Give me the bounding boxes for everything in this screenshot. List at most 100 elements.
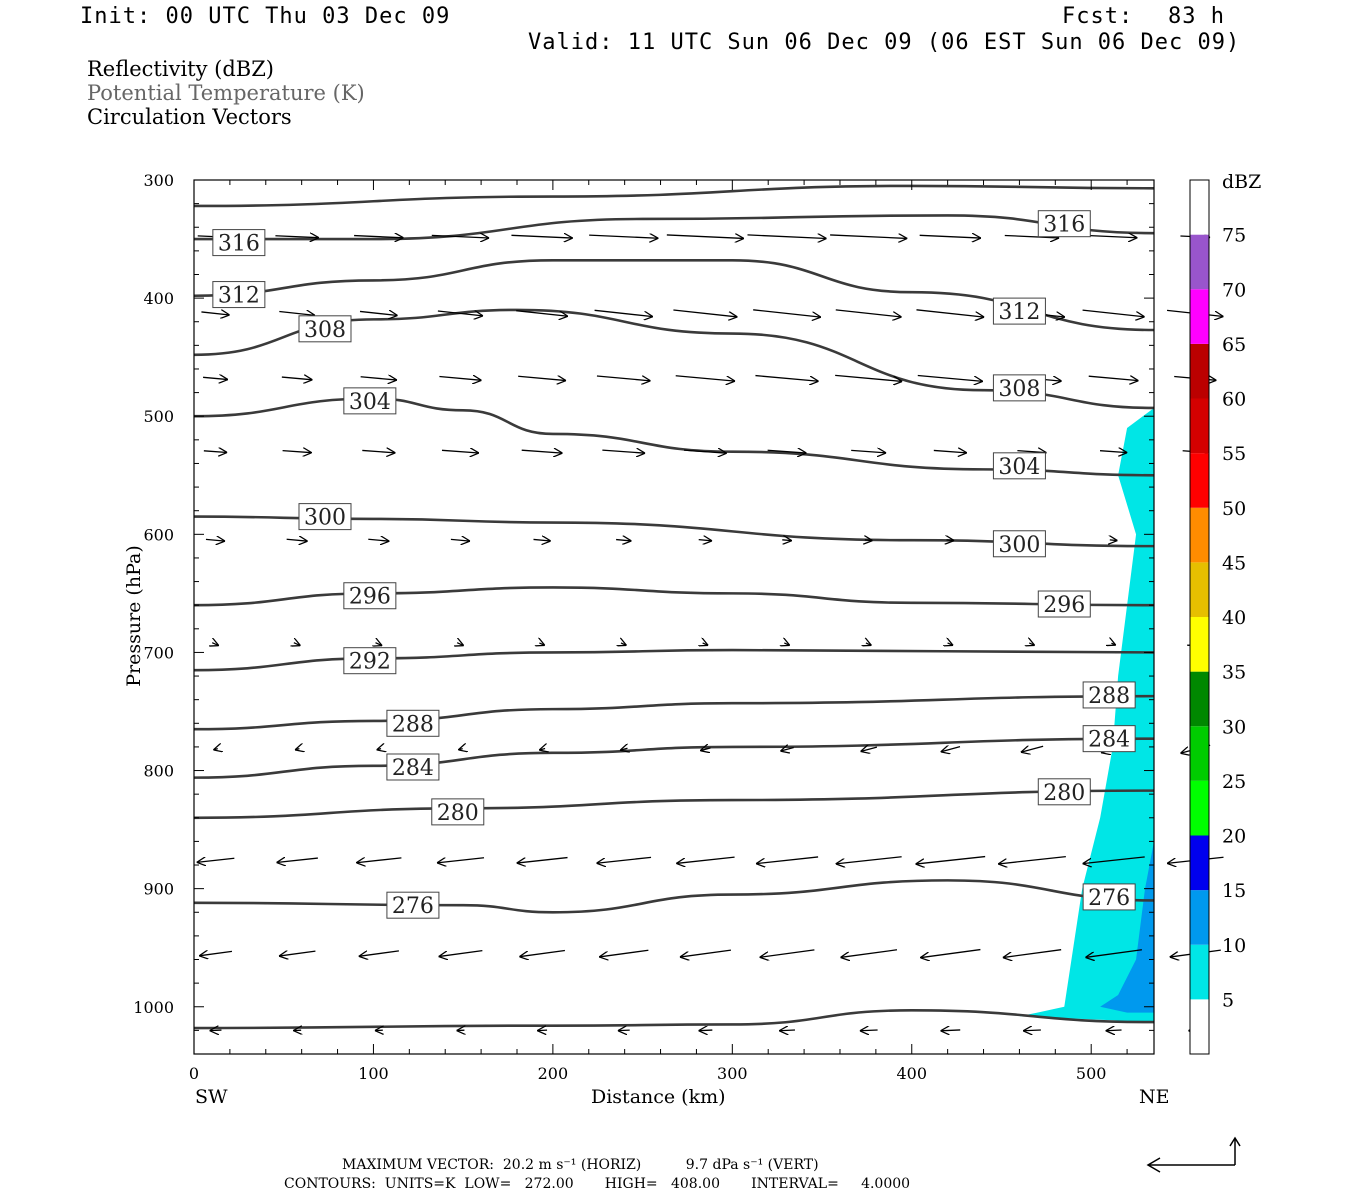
circulation-vector: [1110, 540, 1118, 541]
colorbar-segment: [1190, 180, 1209, 235]
circulation-vector: [511, 235, 572, 238]
contour-label: 296: [343, 582, 397, 610]
circulation-vector: [998, 855, 1066, 864]
circulation-vector: [279, 951, 316, 956]
colorbar-label: 20: [1222, 826, 1246, 848]
circulation-vector: [210, 1030, 222, 1031]
colorbar-segment: [1190, 234, 1209, 290]
colorbar-segment: [1190, 617, 1209, 672]
forecast-hour: 83 h: [1168, 4, 1225, 29]
circulation-vector: [916, 855, 986, 865]
colorbar-label: 15: [1222, 880, 1246, 902]
circulation-vector: [589, 235, 658, 238]
contour-label: 296: [1037, 590, 1091, 618]
circulation-vector: [281, 377, 313, 380]
circulation-vector: [835, 374, 902, 381]
contour-label-box: [992, 452, 1046, 480]
circulation-vector: [780, 747, 794, 751]
circulation-vector: [437, 857, 485, 863]
contour-label: 288: [386, 709, 440, 737]
y-tick-label: 900: [143, 880, 174, 899]
circulation-vector: [359, 950, 399, 956]
colorbar-label: 60: [1222, 389, 1246, 411]
circulation-vector: [941, 747, 961, 752]
contour-label-box: [298, 315, 352, 343]
circulation-vector: [539, 643, 545, 645]
circulation-vector: [698, 540, 712, 541]
circulation-vector: [755, 374, 818, 382]
contour-label-box: [1082, 883, 1136, 911]
init-time: Init: 00 UTC Thu 03 Dec 09: [80, 4, 451, 29]
colorbar-frame: [1189, 179, 1210, 1055]
circulation-vector: [518, 376, 566, 380]
circulation-vector: [377, 749, 381, 750]
circulation-vector: [948, 643, 954, 645]
circulation-vector: [199, 951, 233, 955]
circulation-vector: [596, 375, 651, 381]
contour-label-box: [992, 530, 1046, 558]
y-axis-label: Pressure (hPa): [123, 545, 145, 687]
circulation-vector: [602, 450, 645, 453]
circulation-vector: [279, 312, 315, 316]
colorbar-segment: [1190, 507, 1209, 563]
circulation-vector: [1003, 949, 1062, 958]
circulation-vector: [431, 235, 489, 238]
colorbar-segment: [1190, 835, 1209, 891]
theta-contour-276: [193, 879, 1155, 914]
colorbar-label: 40: [1222, 607, 1246, 629]
theta-contour-288: [193, 694, 1155, 731]
colorbar-label: 55: [1222, 443, 1246, 465]
circulation-vector: [596, 856, 652, 863]
theta-contour-284: [193, 737, 1155, 779]
contour-label-text: 300: [998, 533, 1040, 558]
contour-label-text: 296: [349, 585, 391, 610]
x-axis-right-end: NE: [1139, 1086, 1170, 1108]
theta-contour-296: [193, 586, 1155, 607]
contour-label: 280: [1037, 778, 1091, 806]
contour-label-box: [992, 297, 1046, 325]
contour-label-text: 280: [437, 801, 479, 826]
colorbar-segment: [1190, 343, 1209, 399]
circulation-vector: [933, 450, 967, 452]
plot-frame: [193, 179, 1155, 1055]
colorbar-label: 35: [1222, 662, 1246, 684]
circulation-vector: [599, 949, 649, 957]
circulation-vector: [295, 749, 299, 750]
circulation-vector: [940, 1030, 961, 1031]
y-tick-label: 500: [143, 407, 174, 426]
contour-label: 276: [1082, 883, 1136, 911]
circulation-vector: [203, 451, 227, 453]
contour-label-box: [1037, 210, 1091, 238]
contour-label-text: 296: [1043, 593, 1085, 618]
theta-contour-edge-12: [193, 1008, 1155, 1030]
circulation-vector: [362, 450, 395, 452]
reflectivity-10-15-area: [1100, 841, 1154, 1013]
circulation-vector: [747, 235, 826, 239]
x-tick-label: 300: [717, 1064, 748, 1083]
circulation-vector: [861, 747, 878, 751]
contour-label: 292: [343, 647, 397, 675]
contour-label: 316: [1037, 210, 1091, 238]
contour-label-box: [386, 753, 440, 781]
x-tick-label: 500: [1076, 1064, 1107, 1083]
circulation-vector: [618, 1030, 630, 1031]
circulation-vector: [675, 375, 735, 381]
x-axis-left-end: SW: [195, 1086, 228, 1108]
circulation-vector: [865, 540, 873, 541]
circulation-vector: [782, 540, 792, 541]
y-tick-label: 400: [143, 289, 174, 308]
circulation-vector: [835, 309, 902, 317]
circulation-vector: [830, 235, 907, 238]
circulation-vector: [756, 856, 819, 864]
y-tick-label: 1000: [133, 998, 174, 1017]
contour-label: 304: [992, 452, 1046, 480]
circulation-vector: [917, 374, 983, 381]
contour-label: 316: [212, 229, 266, 257]
circulation-vector: [359, 311, 398, 315]
circulation-vector: [947, 540, 955, 541]
contour-label-text: 288: [1088, 684, 1130, 709]
circulation-vector: [517, 856, 568, 863]
contour-label-text: 312: [218, 284, 260, 309]
circulation-vector: [437, 310, 483, 316]
circulation-vector: [860, 1030, 878, 1031]
